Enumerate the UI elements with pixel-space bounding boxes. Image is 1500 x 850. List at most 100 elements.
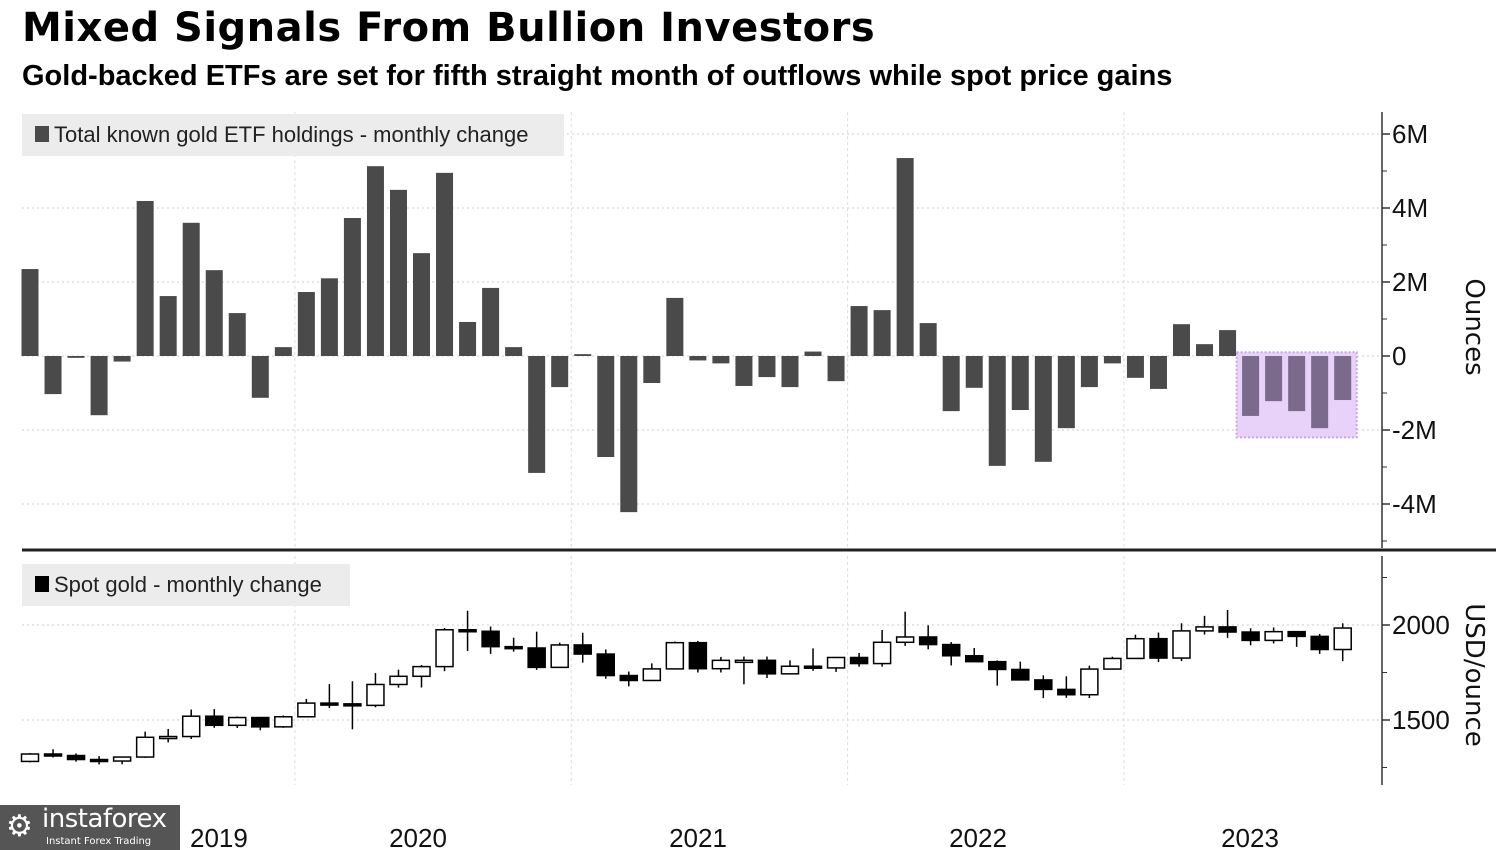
candle (1011, 661, 1030, 681)
etf-bar (666, 297, 684, 356)
candle (550, 642, 569, 669)
upper-y-tick-label: -4M (1392, 489, 1437, 519)
candle-body (251, 716, 270, 728)
etf-bar (1126, 356, 1144, 378)
candle (274, 715, 293, 728)
candle (734, 656, 754, 685)
watermark-name: instaforex (42, 804, 167, 834)
candle (1310, 633, 1329, 654)
candle-body (895, 636, 915, 644)
etf-bar (528, 356, 546, 473)
candle (1218, 609, 1237, 638)
lower-y-tick-label: 1500 (1392, 705, 1450, 735)
etf-bar (413, 253, 431, 356)
candle-body (573, 644, 592, 655)
etf-bar (228, 313, 246, 356)
candle-body (1172, 630, 1191, 659)
chart-title: Mixed Signals From Bullion Investors (22, 5, 876, 51)
candle-body (297, 702, 316, 718)
candle-body (89, 758, 109, 763)
etf-bar (182, 222, 200, 356)
candle (757, 656, 777, 679)
candle-body (1333, 627, 1352, 651)
candle (366, 673, 385, 708)
upper-y-axis-label: Ounces (1459, 278, 1489, 375)
candle-body (872, 641, 892, 665)
etf-bar (1311, 356, 1329, 429)
etf-bar (735, 356, 753, 386)
candle (1103, 656, 1122, 670)
candle-body (826, 656, 846, 669)
candle (504, 637, 523, 652)
upper-y-tick-label: 2M (1392, 267, 1428, 297)
upper-legend-label: Total known gold ETF holdings - monthly … (54, 122, 528, 147)
candle (1287, 630, 1306, 647)
candle-body (1057, 688, 1076, 696)
candle (158, 728, 178, 743)
etf-bar (1242, 356, 1260, 416)
etf-bar (1334, 356, 1352, 401)
etf-bar (942, 356, 960, 412)
candle-body (1011, 668, 1030, 681)
etf-bar (850, 306, 868, 356)
candle (1241, 628, 1260, 646)
candle (1172, 623, 1191, 662)
candle (895, 611, 915, 646)
candle (112, 756, 132, 765)
candle-body (757, 659, 777, 675)
etf-bar (1103, 356, 1121, 364)
watermark-tagline: Instant Forex Trading (46, 836, 152, 847)
candle (1126, 634, 1145, 660)
candle-body (1103, 657, 1122, 670)
candle (389, 669, 408, 688)
candle-body (274, 716, 293, 728)
etf-bar (159, 296, 177, 356)
candle (1333, 623, 1352, 662)
candle-body (1241, 631, 1260, 642)
candle-body (665, 641, 685, 670)
etf-bar (1288, 356, 1306, 412)
upper-y-tick-label: 4M (1392, 193, 1428, 223)
candle-body (66, 754, 86, 761)
candle (1057, 676, 1076, 698)
etf-bar (873, 310, 891, 356)
candle-body (734, 659, 754, 664)
etf-bar (551, 356, 569, 388)
candle (135, 731, 155, 758)
candle-body (619, 674, 639, 682)
etf-bar (389, 189, 407, 356)
etf-bar (1149, 356, 1167, 389)
etf-bar (1011, 356, 1029, 411)
candle-body (550, 644, 569, 669)
candle (619, 671, 639, 687)
candle (780, 660, 800, 675)
gold-candles (20, 609, 1352, 765)
candle-body (481, 630, 500, 648)
candle (711, 656, 731, 673)
instaforex-watermark: ⚙ instaforex Instant Forex Trading (0, 805, 180, 850)
candle (1034, 675, 1053, 699)
candle (1195, 615, 1214, 635)
candle (228, 716, 247, 728)
etf-bar (896, 158, 914, 356)
candle (596, 649, 615, 679)
candle-body (366, 683, 385, 707)
candle (435, 628, 454, 672)
candle (1080, 665, 1099, 698)
candle-body (204, 715, 224, 727)
candle (665, 641, 685, 670)
etf-bar (320, 278, 338, 356)
etf-bar (505, 347, 523, 356)
etf-bar (251, 356, 269, 398)
etf-bar (804, 351, 822, 356)
candle (412, 665, 431, 688)
etf-bar (689, 356, 707, 361)
candle (66, 753, 86, 762)
etf-bar (1057, 356, 1075, 429)
chart-subtitle: Gold-backed ETFs are set for fifth strai… (22, 60, 1173, 92)
candle (343, 681, 362, 730)
candle (89, 756, 109, 765)
etf-bar (781, 356, 799, 388)
etf-bar (1173, 324, 1190, 356)
